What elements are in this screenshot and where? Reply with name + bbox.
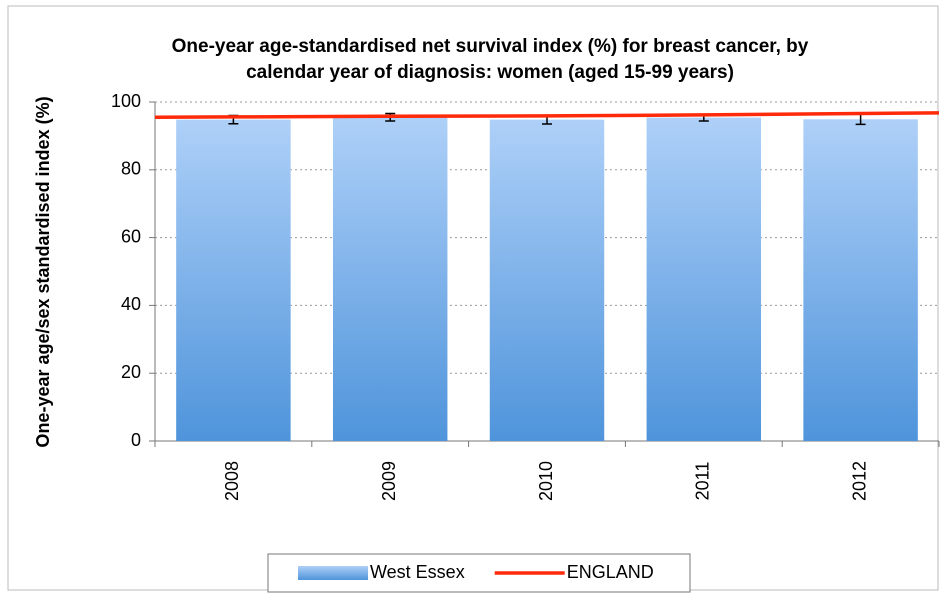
y-tick-label: 40 [121,294,141,314]
bar [489,119,605,442]
x-tick-label: 2009 [379,461,399,501]
y-tick-label: 60 [121,226,141,246]
legend-swatch [298,566,368,580]
x-tick-label: 2012 [849,461,869,501]
chart-title: One-year age-standardised net survival i… [171,36,809,83]
legend-label: ENGLAND [567,562,654,582]
line [154,111,940,120]
bar [332,117,448,441]
legend-label: West Essex [370,562,465,582]
x-tick-label: 2011 [693,462,713,501]
y-tick-label: 0 [131,430,141,450]
y-tick-label: 100 [111,91,141,111]
x-tick-label: 2010 [536,461,556,501]
bar [803,119,918,441]
y-tick-label: 80 [121,159,141,179]
chart-frame [7,5,939,591]
x-tick-label: 2008 [222,461,242,501]
y-axis-label: One-year age/sex standardised index (%) [33,96,53,447]
bar [176,119,291,442]
bar [646,117,762,442]
y-tick-label: 20 [121,362,141,382]
